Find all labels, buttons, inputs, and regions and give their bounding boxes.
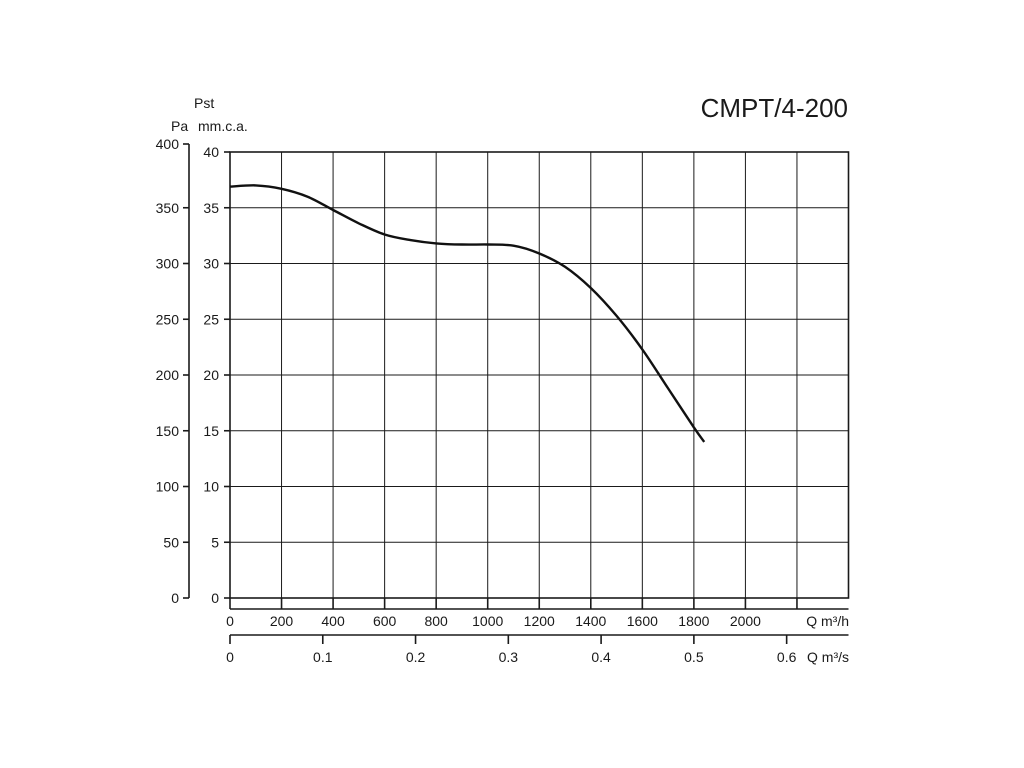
x-unit-m3s: Q m³/s <box>807 649 849 665</box>
grid-lines <box>230 152 849 598</box>
y-tick-label-mmca: 35 <box>203 200 219 216</box>
x-tick-label-m3s: 0.3 <box>499 649 519 665</box>
y-tick-label-pa: 100 <box>156 479 180 495</box>
x-tick-label-m3s: 0.5 <box>684 649 704 665</box>
x-tick-label-m3s: 0.2 <box>406 649 426 665</box>
y-tick-label-mmca: 15 <box>203 423 219 439</box>
x-tick-label-m3s: 0 <box>226 649 234 665</box>
x-tick-label-m3h: 1800 <box>678 613 709 629</box>
x-tick-label-m3s: 0.1 <box>313 649 333 665</box>
x-tick-label-m3s: 0.4 <box>591 649 611 665</box>
x-tick-label-m3h: 1600 <box>627 613 658 629</box>
x-tick-label-m3h: 600 <box>373 613 397 629</box>
x-tick-label-m3s: 0.6 <box>777 649 797 665</box>
y-unit-pa: Pa <box>171 118 188 134</box>
tick-labels: 0510152025303540050100150200250300350400… <box>156 136 797 665</box>
y-tick-label-mmca: 20 <box>203 367 219 383</box>
y-tick-label-mmca: 30 <box>203 256 219 272</box>
performance-curve <box>229 184 706 443</box>
y-tick-label-pa: 50 <box>163 534 179 550</box>
x-unit-m3h: Q m³/h <box>806 613 849 629</box>
y-tick-label-pa: 200 <box>156 367 180 383</box>
y-tick-label-mmca: 10 <box>203 479 219 495</box>
y-tick-label-pa: 150 <box>156 423 180 439</box>
x-tick-label-m3h: 400 <box>321 613 345 629</box>
y-unit-mmca: mm.c.a. <box>198 118 248 134</box>
y-tick-label-pa: 250 <box>156 311 180 327</box>
y-axis-label: Pst <box>194 95 214 111</box>
y-tick-label-mmca: 0 <box>211 590 219 606</box>
x-tick-label-m3h: 1400 <box>575 613 606 629</box>
x-tick-label-m3h: 0 <box>226 613 234 629</box>
y-tick-label-pa: 350 <box>156 200 180 216</box>
x-tick-label-m3h: 2000 <box>730 613 761 629</box>
x-tick-label-m3h: 1000 <box>472 613 503 629</box>
chart-title: CMPT/4-200 <box>701 93 848 123</box>
axes <box>183 143 849 644</box>
x-tick-label-m3h: 800 <box>424 613 448 629</box>
y-tick-label-mmca: 40 <box>203 144 219 160</box>
y-tick-label-mmca: 5 <box>211 534 219 550</box>
x-tick-label-m3h: 200 <box>270 613 294 629</box>
y-tick-label-pa: 400 <box>156 136 180 152</box>
x-tick-label-m3h: 1200 <box>524 613 555 629</box>
y-tick-label-mmca: 25 <box>203 311 219 327</box>
y-tick-label-pa: 300 <box>156 256 180 272</box>
y-tick-label-pa: 0 <box>171 590 179 606</box>
